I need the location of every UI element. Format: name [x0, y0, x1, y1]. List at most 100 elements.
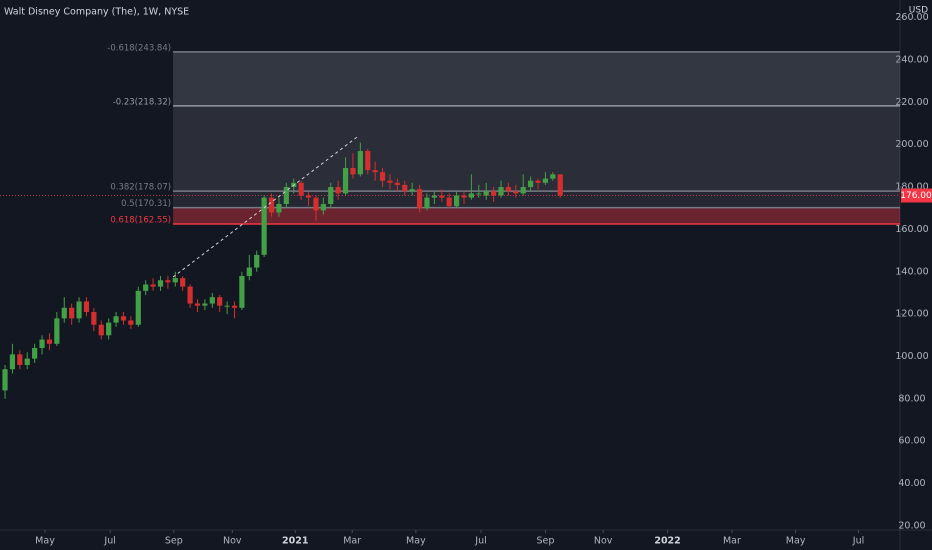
- candle-body: [209, 297, 215, 304]
- candle-body: [313, 197, 319, 211]
- x-tick-label: May: [786, 536, 806, 547]
- y-tick-label: 140.00: [895, 266, 928, 277]
- fib-label: 0.382(178.07): [110, 183, 171, 193]
- candle-body: [305, 195, 312, 198]
- x-tick-label: May: [406, 536, 426, 547]
- fib-zone: [173, 207, 900, 225]
- x-tick-label: 2021: [282, 536, 308, 547]
- candle-body: [535, 180, 541, 183]
- candle-body: [224, 305, 230, 307]
- candle-body: [46, 339, 53, 344]
- candle-body: [217, 297, 223, 306]
- y-tick-label: 40.00: [898, 478, 925, 489]
- fib-label: -0.23(218.32): [113, 97, 171, 107]
- candle-body: [194, 303, 201, 306]
- candle-body: [2, 369, 8, 391]
- candle-body: [120, 316, 127, 321]
- y-tick-label: 260.00: [895, 12, 928, 23]
- candle-body: [557, 174, 563, 196]
- candle-body: [320, 203, 326, 211]
- x-tick-label: Sep: [165, 536, 183, 547]
- candle-body: [231, 305, 238, 308]
- x-tick-label: 2022: [654, 536, 680, 547]
- candle-body: [268, 197, 275, 213]
- candle-body: [416, 189, 423, 209]
- candle-body: [357, 151, 363, 175]
- candle-body: [143, 284, 149, 291]
- candle-body: [239, 276, 245, 308]
- candle-body: [276, 203, 282, 213]
- candle-body: [409, 189, 415, 192]
- candle-body: [394, 182, 400, 185]
- candle-body: [202, 303, 208, 306]
- candle-body: [91, 312, 97, 325]
- candle-body: [387, 180, 393, 183]
- candle-body: [180, 278, 186, 287]
- y-tick-label: 220.00: [895, 97, 928, 108]
- y-tick-label: 160.00: [895, 224, 928, 235]
- candle-body: [431, 195, 437, 198]
- candle-body: [461, 195, 467, 198]
- candle-body: [54, 318, 60, 344]
- candle-body: [83, 301, 90, 313]
- candle-body: [106, 322, 112, 336]
- y-tick-label: 240.00: [895, 54, 928, 65]
- x-tick-label: Nov: [594, 536, 613, 547]
- candle-body: [542, 178, 549, 183]
- candle-body: [468, 193, 474, 198]
- price-tag-label: 176.00: [900, 191, 932, 201]
- candle-body: [24, 358, 30, 365]
- candle-body: [402, 184, 408, 192]
- candle-body: [335, 187, 341, 194]
- currency-label: USD: [909, 6, 928, 16]
- fib-zone: [173, 51, 900, 106]
- candle-body: [172, 278, 178, 283]
- x-tick-label: Nov: [223, 536, 242, 547]
- candle-body: [17, 354, 23, 365]
- candle-body: [446, 197, 452, 207]
- candle-body: [254, 254, 260, 268]
- candle-body: [283, 187, 289, 204]
- candle-body: [9, 354, 16, 370]
- candle-body: [453, 195, 460, 207]
- trend-line: [172, 135, 359, 278]
- chart-title: Walt Disney Company (The), 1W, NYSE: [4, 7, 189, 18]
- fib-label: 0.5(170.31): [121, 199, 171, 209]
- candle-body: [350, 167, 356, 175]
- candle-body: [424, 197, 430, 209]
- candle-body: [187, 286, 193, 304]
- candle-body: [150, 284, 156, 287]
- x-tick-label: Mar: [723, 536, 741, 547]
- candle-body: [298, 182, 304, 196]
- candle-body: [39, 339, 45, 349]
- y-tick-label: 60.00: [898, 436, 925, 447]
- candle-body: [498, 187, 504, 196]
- y-tick-label: 100.00: [895, 351, 928, 362]
- candle-body: [528, 180, 534, 188]
- price-tag: [901, 188, 932, 203]
- x-tick-label: Sep: [536, 536, 554, 547]
- x-tick-label: Jul: [103, 536, 115, 547]
- candle-body: [76, 301, 82, 319]
- candle-body: [491, 191, 497, 196]
- x-tick-label: Jul: [852, 536, 864, 547]
- candle-body: [261, 197, 267, 255]
- y-tick-label: 180.00: [895, 182, 928, 193]
- candle-body: [128, 320, 134, 325]
- candle-body: [379, 172, 386, 181]
- candle-body: [135, 290, 141, 325]
- fib-label: 0.618(162.55): [110, 216, 171, 226]
- y-tick-label: 200.00: [895, 139, 928, 150]
- candle-body: [61, 307, 67, 319]
- y-tick-label: 120.00: [895, 309, 928, 320]
- candle-body: [157, 280, 164, 287]
- x-tick-label: May: [35, 536, 55, 547]
- candle-body: [113, 316, 119, 323]
- y-tick-label: 20.00: [898, 520, 925, 531]
- candle-body: [550, 174, 556, 179]
- x-tick-label: Jul: [474, 536, 486, 547]
- candle-body: [372, 170, 378, 173]
- fib-zone: [173, 105, 900, 192]
- fib-zone: [173, 191, 900, 208]
